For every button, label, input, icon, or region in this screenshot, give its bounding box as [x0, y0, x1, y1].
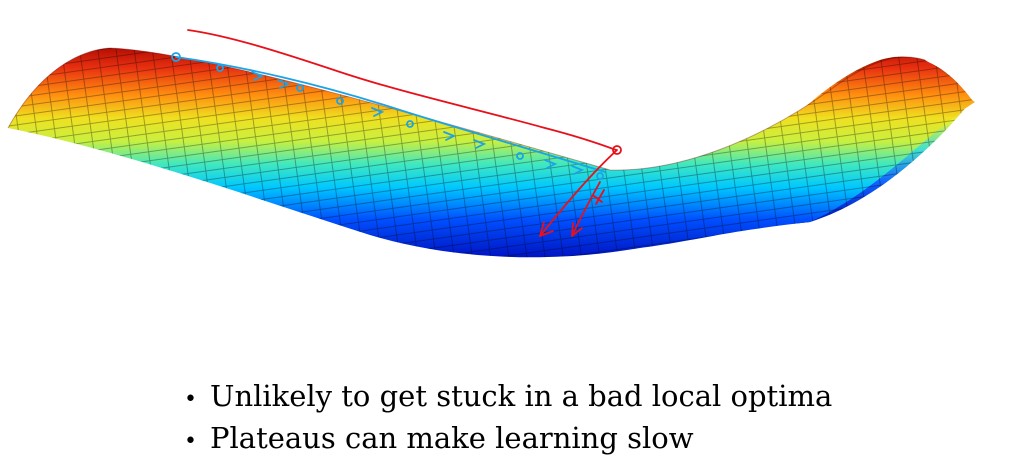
bullet-item: • Unlikely to get stuck in a bad local o…: [184, 377, 832, 419]
surface-front: [8, 48, 975, 258]
bullet-text: Unlikely to get stuck in a bad local opt…: [210, 379, 833, 413]
bullet-item: • Plateaus can make learning slow: [184, 419, 832, 461]
saddle-path-arrows: [171, 52, 606, 180]
bullet-text: Plateaus can make learning slow: [210, 421, 694, 455]
bullet-dot: •: [184, 429, 197, 454]
surface-edge: [7, 47, 926, 171]
escape-arrows: [539, 145, 622, 237]
saddle-surface-plot: [7, 29, 975, 258]
bullet-list: • Unlikely to get stuck in a bad local o…: [184, 377, 832, 461]
freehand-red-line: [187, 29, 617, 151]
bullet-dot: •: [184, 387, 197, 412]
